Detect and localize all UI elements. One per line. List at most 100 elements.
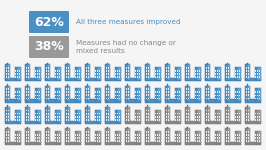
Bar	[248, 119, 249, 121]
Bar	[228, 94, 229, 96]
Bar	[128, 116, 129, 118]
Bar	[57, 134, 58, 136]
Bar	[78, 131, 81, 143]
Bar	[238, 110, 241, 122]
Bar	[7, 105, 8, 107]
Bar	[35, 116, 36, 118]
Bar	[235, 76, 236, 78]
Bar	[95, 134, 96, 136]
Bar	[166, 137, 167, 139]
Bar	[246, 73, 247, 75]
Bar	[157, 119, 158, 121]
Bar	[215, 110, 221, 122]
Bar	[6, 76, 7, 78]
Bar	[146, 131, 147, 133]
Bar	[135, 94, 136, 96]
Bar	[215, 140, 216, 142]
Bar	[199, 137, 200, 139]
Bar	[97, 70, 98, 72]
Bar	[59, 91, 60, 93]
Bar	[66, 110, 67, 111]
Bar	[59, 94, 60, 96]
Bar	[59, 73, 60, 75]
Bar	[75, 110, 81, 122]
Bar	[55, 137, 56, 139]
Bar	[55, 98, 56, 99]
Bar	[86, 113, 87, 114]
Bar	[226, 119, 227, 121]
Bar	[175, 131, 181, 143]
Bar	[126, 67, 127, 69]
Bar	[8, 67, 9, 69]
Bar	[119, 70, 120, 72]
Bar	[218, 110, 221, 122]
Bar	[88, 107, 90, 122]
Bar	[206, 88, 207, 90]
Bar	[97, 116, 98, 118]
Bar	[168, 76, 169, 78]
Bar	[157, 116, 158, 118]
Bar	[245, 142, 261, 145]
Bar	[85, 86, 90, 101]
Bar	[126, 134, 127, 136]
Bar	[55, 76, 56, 78]
Bar	[46, 119, 47, 121]
Bar	[208, 134, 209, 136]
Bar	[66, 113, 67, 114]
Bar	[185, 121, 201, 124]
Bar	[159, 98, 160, 99]
Bar	[58, 131, 61, 143]
Bar	[125, 86, 130, 101]
Bar	[65, 64, 70, 80]
Bar	[19, 94, 20, 96]
Bar	[46, 110, 47, 111]
Bar	[239, 116, 240, 118]
Bar	[217, 98, 218, 99]
Bar	[135, 110, 141, 122]
Bar	[126, 98, 127, 99]
Bar	[248, 91, 249, 93]
Bar	[155, 70, 156, 72]
Bar	[117, 73, 118, 75]
Bar	[155, 91, 156, 93]
Bar	[88, 134, 89, 136]
Bar	[18, 131, 21, 143]
Bar	[48, 134, 49, 136]
Bar	[97, 134, 98, 136]
Bar	[115, 140, 116, 142]
Bar	[108, 94, 109, 96]
Bar	[45, 86, 50, 101]
Bar	[95, 119, 96, 121]
Bar	[219, 94, 220, 96]
Bar	[15, 113, 16, 114]
Bar	[25, 107, 30, 122]
Bar	[95, 70, 96, 72]
Bar	[155, 94, 156, 96]
Bar	[217, 137, 218, 139]
Bar	[5, 121, 21, 124]
Bar	[8, 131, 9, 133]
Bar	[26, 110, 27, 111]
Bar	[46, 94, 47, 96]
Bar	[186, 140, 187, 142]
Bar	[187, 84, 188, 86]
Text: 62%: 62%	[34, 15, 64, 28]
Bar	[68, 110, 69, 111]
Bar	[207, 64, 210, 80]
Bar	[88, 70, 89, 72]
Bar	[125, 78, 141, 81]
Bar	[88, 137, 89, 139]
Bar	[128, 113, 129, 114]
Bar	[8, 86, 10, 101]
Bar	[108, 70, 109, 72]
Bar	[226, 94, 227, 96]
Bar	[77, 116, 78, 118]
Bar	[85, 142, 101, 145]
Bar	[159, 94, 160, 96]
Bar	[248, 116, 249, 118]
Bar	[188, 70, 189, 72]
Bar	[239, 94, 240, 96]
Bar	[48, 140, 49, 142]
Bar	[48, 113, 49, 114]
Bar	[167, 84, 168, 86]
